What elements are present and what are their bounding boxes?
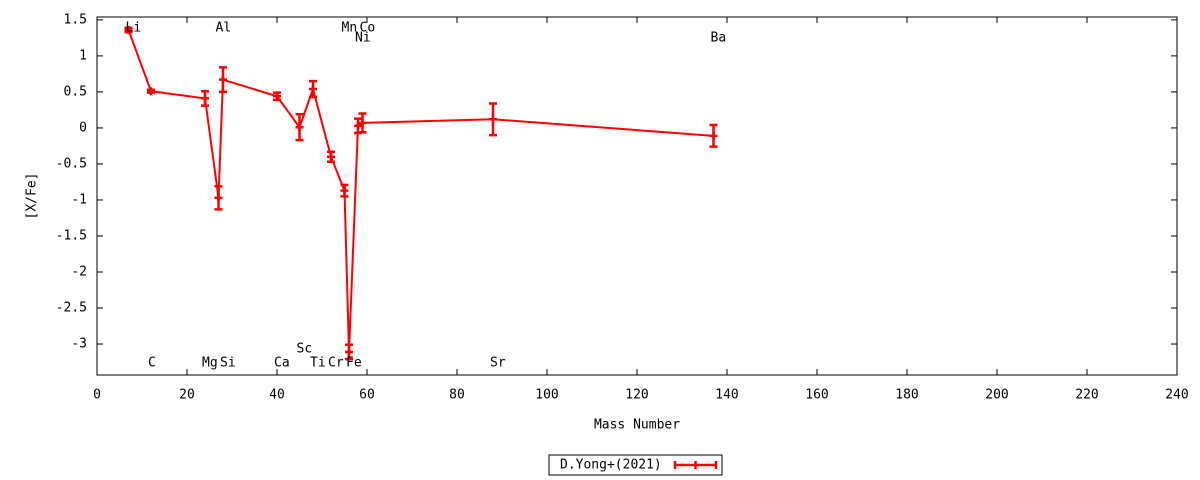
plot-frame xyxy=(96,16,1178,376)
data-point xyxy=(214,193,223,202)
x-tick-label: 160 xyxy=(805,388,828,403)
y-tick-label: -1 xyxy=(71,192,87,207)
x-axis-label: Mass Number xyxy=(594,418,680,433)
y-tick-label: 0.5 xyxy=(64,84,87,99)
data-point xyxy=(327,152,335,161)
y-tick-label: -2.5 xyxy=(56,301,87,316)
element-label: C xyxy=(148,355,156,370)
element-label: Fe xyxy=(346,355,362,370)
x-tick-label: 140 xyxy=(715,388,738,403)
y-tick-label: -2 xyxy=(71,264,87,279)
data-point xyxy=(345,347,353,356)
legend-label: D.Yong+(2021) xyxy=(560,458,662,473)
series-line xyxy=(127,29,714,352)
data-point xyxy=(295,123,304,132)
element-label: Co xyxy=(360,20,376,35)
y-tick-label: 1 xyxy=(79,48,87,63)
element-label: Ti xyxy=(310,355,326,370)
x-tick-label: 40 xyxy=(269,388,285,403)
y-tick-label: -1.5 xyxy=(56,228,87,243)
data-point xyxy=(147,87,155,96)
data-point xyxy=(358,118,367,127)
data-point xyxy=(309,85,317,94)
y-tick-label: -3 xyxy=(71,337,87,352)
x-tick-label: 100 xyxy=(535,388,558,403)
data-point xyxy=(489,115,497,124)
x-tick-label: 60 xyxy=(359,388,375,403)
legend-box xyxy=(548,454,723,476)
legend-swatch xyxy=(673,461,718,469)
element-label: Sc xyxy=(297,342,313,357)
element-label: Ca xyxy=(274,355,290,370)
element-label: Al xyxy=(216,20,232,35)
data-point xyxy=(201,94,209,103)
data-point xyxy=(124,25,133,34)
element-label: Li xyxy=(126,20,142,35)
data-point xyxy=(273,92,281,101)
data-point xyxy=(709,131,718,140)
element-label: Sr xyxy=(490,355,506,370)
y-tick-label: 0 xyxy=(79,120,87,135)
element-label: Ba xyxy=(711,30,727,45)
element-label: Mg xyxy=(202,355,218,370)
data-point xyxy=(340,186,349,195)
element-label: Cr xyxy=(328,355,344,370)
data-point xyxy=(354,121,362,130)
y-tick-label: -0.5 xyxy=(56,156,87,171)
x-tick-label: 0 xyxy=(93,388,101,403)
x-tick-label: 20 xyxy=(179,388,195,403)
x-tick-label: 120 xyxy=(625,388,648,403)
y-axis-label: [X/Fe] xyxy=(25,173,40,220)
data-point xyxy=(219,75,227,84)
x-tick-label: 180 xyxy=(895,388,918,403)
element-label: Mn xyxy=(342,20,358,35)
x-tick-label: 200 xyxy=(985,388,1008,403)
x-tick-label: 240 xyxy=(1165,388,1188,403)
element-label: Si xyxy=(220,355,236,370)
y-tick-label: 1.5 xyxy=(64,12,87,27)
x-tick-label: 220 xyxy=(1075,388,1098,403)
x-tick-label: 80 xyxy=(449,388,465,403)
element-label: Ni xyxy=(355,30,371,45)
